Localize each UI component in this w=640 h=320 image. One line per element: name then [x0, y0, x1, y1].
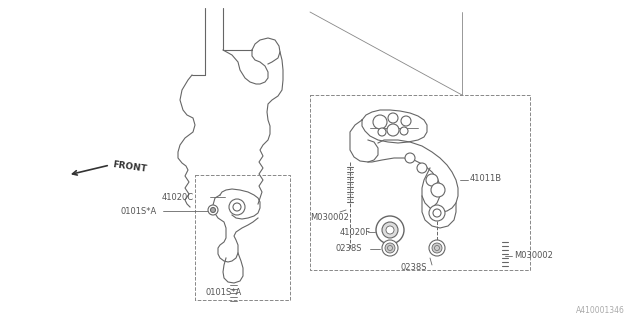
Text: 0238S: 0238S: [400, 263, 426, 273]
Circle shape: [433, 209, 441, 217]
Circle shape: [429, 205, 445, 221]
Text: A410001346: A410001346: [576, 306, 625, 315]
Circle shape: [376, 216, 404, 244]
Circle shape: [417, 163, 427, 173]
Circle shape: [385, 243, 395, 253]
Text: 0101S*A: 0101S*A: [120, 207, 156, 216]
Text: FRONT: FRONT: [112, 160, 147, 174]
Text: 41020F: 41020F: [340, 228, 371, 236]
Circle shape: [211, 207, 216, 212]
Circle shape: [233, 203, 241, 211]
Circle shape: [388, 113, 398, 123]
Circle shape: [429, 240, 445, 256]
Circle shape: [382, 222, 398, 238]
Circle shape: [431, 183, 445, 197]
Circle shape: [387, 124, 399, 136]
Text: M030002: M030002: [310, 212, 349, 221]
Text: 0238S: 0238S: [335, 244, 362, 252]
Text: 0101S*A: 0101S*A: [205, 288, 241, 297]
Circle shape: [382, 240, 398, 256]
Text: 41011B: 41011B: [470, 173, 502, 182]
Circle shape: [426, 174, 438, 186]
Circle shape: [373, 115, 387, 129]
Circle shape: [229, 199, 245, 215]
Text: 41020C: 41020C: [162, 193, 194, 202]
Circle shape: [405, 153, 415, 163]
Circle shape: [400, 127, 408, 135]
Circle shape: [432, 243, 442, 253]
Circle shape: [401, 116, 411, 126]
Circle shape: [386, 226, 394, 234]
Text: M030002: M030002: [514, 252, 553, 260]
Circle shape: [378, 128, 386, 136]
Circle shape: [208, 205, 218, 215]
